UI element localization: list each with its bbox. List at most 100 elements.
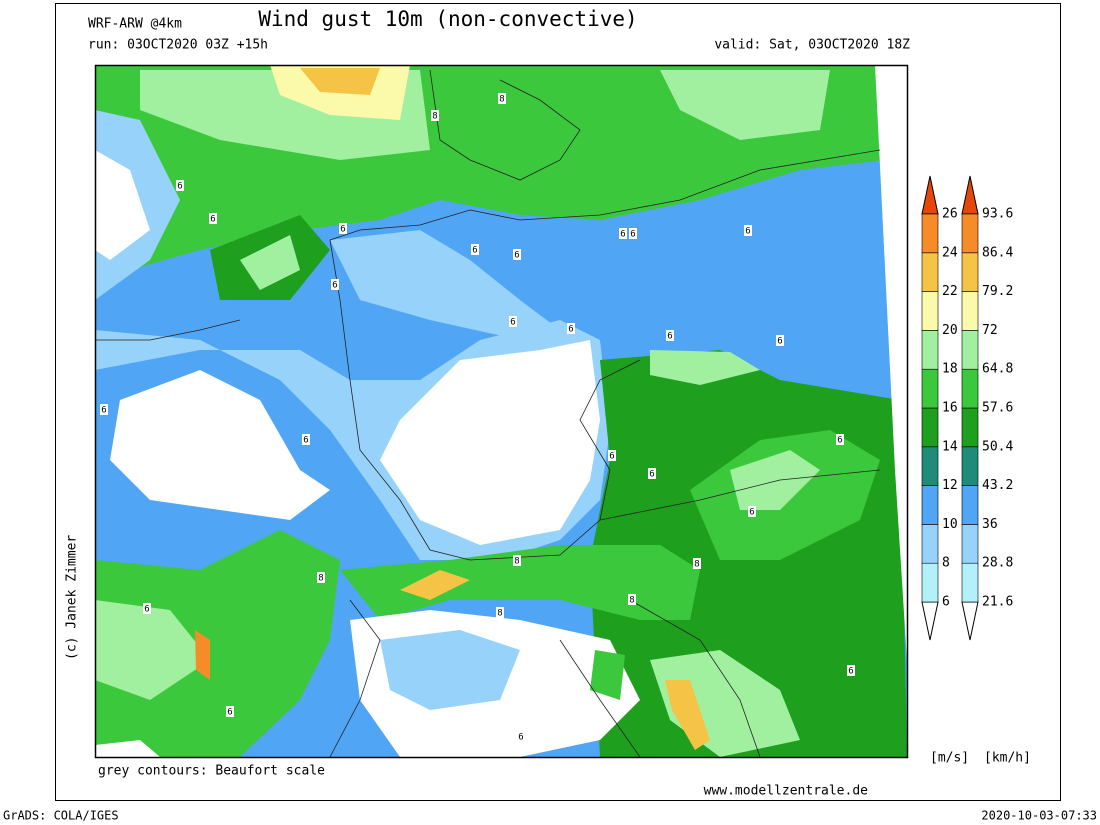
valid-label: valid: Sat, 03OCT2020 18Z (714, 38, 910, 53)
colorbar-bin (921, 291, 939, 331)
colorbar-tick-label: 79.2 (982, 284, 1013, 299)
colorbar-bin (961, 213, 979, 254)
contour-label-box (317, 572, 325, 583)
contour-label-box (226, 706, 234, 717)
colorbar-triangle (921, 175, 939, 215)
contour-label: 6 (837, 436, 842, 446)
colorbar-tick-label: 43.2 (982, 478, 1013, 493)
colorbar-bin (921, 446, 939, 486)
title: Wind gust 10m (non-convective) (258, 7, 637, 31)
contour-label-box (648, 468, 656, 479)
contour-label: 6 (340, 225, 345, 235)
contour-label: 6 (101, 406, 106, 416)
contour-label-box (431, 110, 439, 121)
colorbar-tick-label: 93.6 (982, 207, 1013, 222)
contour-label: 6 (609, 452, 614, 462)
contour-label: 6 (749, 508, 754, 518)
contour-label-box (629, 228, 637, 239)
colorbar-bin (961, 330, 979, 370)
contour-label-box (693, 558, 701, 569)
contour-label-box (608, 450, 616, 461)
contour-label: 6 (848, 667, 853, 677)
colorbar-tick-label: 20 (942, 323, 958, 338)
contour-label-box (339, 223, 347, 234)
colorbar-bin (921, 562, 939, 603)
unit-kmh: [km/h] (984, 751, 1031, 766)
colorbar-bin (921, 524, 939, 564)
contour-label: 6 (177, 182, 182, 192)
colorbar-bin (961, 446, 979, 486)
contour-label: 6 (518, 733, 523, 743)
colorbar-bin (921, 485, 939, 525)
contour-label: 6 (649, 470, 654, 480)
colorbar-tick-label: 8 (942, 556, 950, 571)
contour-label: 6 (568, 325, 573, 335)
contour-label-box (513, 555, 521, 566)
colorbar-tick-label: 26 (942, 207, 958, 222)
colorbar-tick-label: 10 (942, 517, 958, 532)
contour-label-box (628, 594, 636, 605)
colorbar-tick-label: 64.8 (982, 362, 1013, 377)
contour-label-box (619, 228, 627, 239)
colorbar-tick-label: 57.6 (982, 401, 1013, 416)
contour-label-box (836, 434, 844, 445)
contour-label-box (498, 93, 506, 104)
colorbar-triangle (961, 175, 979, 215)
contour-label-box (517, 731, 525, 742)
contour-label-box (209, 213, 217, 224)
colorbar-bin (921, 213, 939, 254)
colorbar-bin (961, 291, 979, 331)
credit: (c) Janek Zimmer (65, 535, 80, 660)
contour-label-box (331, 279, 339, 290)
colorbar-tick-label: 6 (942, 595, 950, 610)
colorbar-bin (961, 252, 979, 292)
colorbar-tick-label: 36 (982, 517, 998, 532)
colorbar-tick-label: 12 (942, 478, 958, 493)
contour-label: 6 (777, 337, 782, 347)
contour-label-box (143, 603, 151, 614)
unit-ms: [m/s] (930, 751, 969, 766)
contour-label: 6 (630, 230, 635, 240)
timestamp: 2020-10-03-07:33 (981, 809, 1097, 823)
contour-label-box (748, 506, 756, 517)
website: www.modellzentrale.de (704, 784, 869, 799)
contour-label-box (176, 180, 184, 191)
colorbar-triangle (921, 601, 939, 641)
contour-label: 6 (332, 281, 337, 291)
contour-label: 8 (499, 95, 504, 105)
contour-label-box (847, 665, 855, 676)
contour-label: 8 (514, 557, 519, 567)
colorbar-bin (921, 330, 939, 370)
colorbar-tick-label: 14 (942, 439, 958, 454)
run-label: run: 03OCT2020 03Z +15h (88, 38, 268, 53)
colorbar-triangle (961, 601, 979, 641)
contour-label: 6 (144, 605, 149, 615)
contour-label-box (776, 335, 784, 346)
contour-label: 8 (432, 112, 437, 122)
contour-label-box (513, 249, 521, 260)
contour-label: 8 (629, 596, 634, 606)
colorbar-bin (961, 562, 979, 603)
colorbar-tick-label: 50.4 (982, 439, 1013, 454)
colorbar-tick-label: 21.6 (982, 595, 1013, 610)
contour-label: 6 (745, 227, 750, 237)
contour-label-box (471, 244, 479, 255)
colorbar-tick-label: 22 (942, 284, 958, 299)
model-label: WRF-ARW @4km (88, 17, 182, 32)
colorbar-tick-label: 18 (942, 362, 958, 377)
contour-label-box (567, 323, 575, 334)
colorbar-tick-label: 24 (942, 245, 958, 260)
contour-note: grey contours: Beaufort scale (98, 764, 325, 779)
contour-label: 6 (510, 318, 515, 328)
contour-label: 6 (620, 230, 625, 240)
contour-label: 6 (210, 215, 215, 225)
colorbar-tick-label: 28.8 (982, 556, 1013, 571)
software: GrADS: COLA/IGES (3, 809, 119, 823)
colorbar-bin (961, 407, 979, 448)
colorbar-tick-label: 72 (982, 323, 998, 338)
contour-label-box (100, 404, 108, 415)
colorbar-bin (961, 368, 979, 409)
contour-label: 6 (667, 332, 672, 342)
